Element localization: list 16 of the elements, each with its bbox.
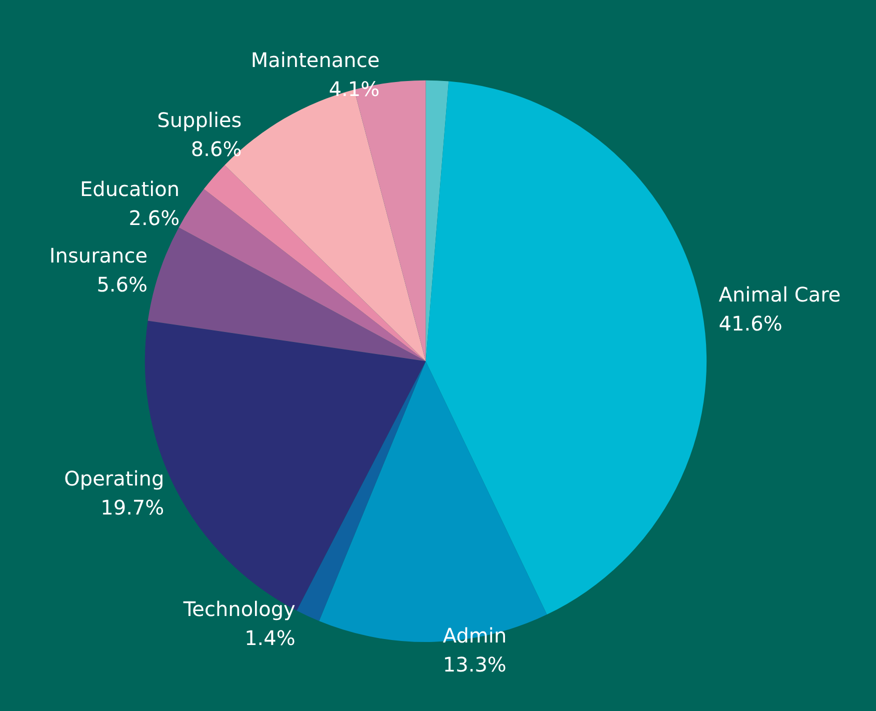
data-label: 4.1% xyxy=(328,77,380,102)
data-label: 8.6% xyxy=(190,137,242,162)
slice-label: Admin xyxy=(442,623,507,648)
slice-label: Operating xyxy=(64,466,164,491)
slice-label: Technology xyxy=(182,596,296,621)
data-label: 5.6% xyxy=(96,272,148,297)
slice-label: Insurance xyxy=(49,244,148,268)
data-label: 2.6% xyxy=(128,206,180,230)
data-label: 19.7% xyxy=(100,496,164,520)
data-label: 1.4% xyxy=(244,626,296,650)
data-label: 41.6% xyxy=(718,311,782,336)
slice-label: Supplies xyxy=(157,108,242,132)
slice-label: Maintenance xyxy=(250,48,380,72)
slice-label: Animal Care xyxy=(718,282,841,306)
slice-label: Education xyxy=(80,176,180,201)
data-label: 13.3% xyxy=(442,652,506,676)
